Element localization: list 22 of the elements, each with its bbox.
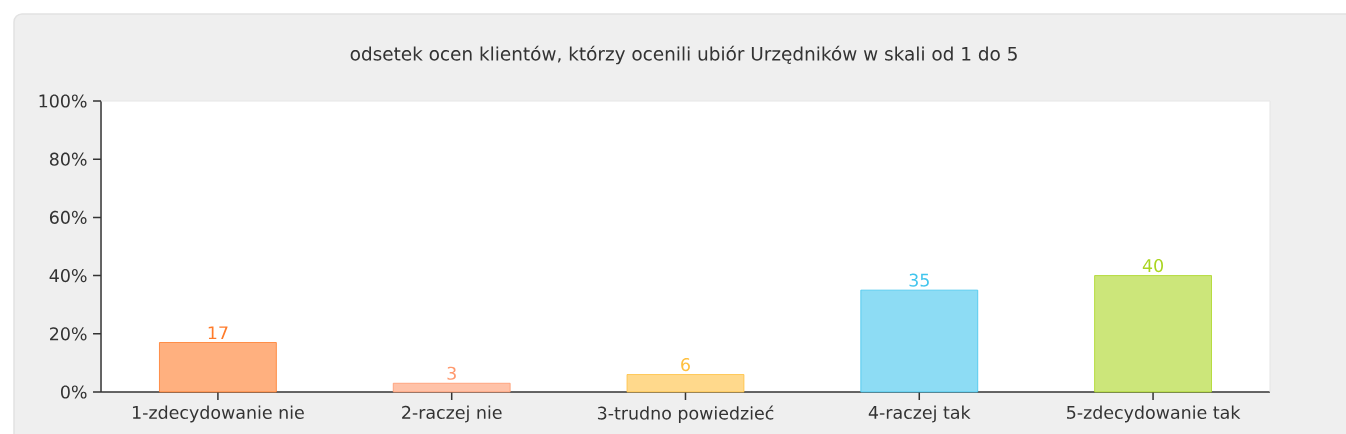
bar xyxy=(626,374,745,393)
data-label: 6 xyxy=(681,357,690,372)
x-tick-label: 5-zdecydowanie tak xyxy=(1067,405,1241,423)
bar xyxy=(1094,275,1212,393)
y-tick-label: 100% xyxy=(39,94,87,108)
data-label: 17 xyxy=(208,326,228,340)
y-tick-label: 40% xyxy=(49,269,87,283)
y-tick-label: 80% xyxy=(49,152,87,166)
bar xyxy=(392,382,511,393)
bar xyxy=(860,289,979,393)
bar xyxy=(159,342,277,393)
y-tick-label: 60% xyxy=(49,210,87,224)
x-tick-label: 1-zdecydowanie nie xyxy=(132,405,304,423)
chart-title: odsetek ocen klientów, którzy ocenili ubiór Urzędników w skali od 1 do 5 xyxy=(350,45,1017,65)
y-tick-label: 20% xyxy=(50,327,87,341)
data-label: 35 xyxy=(909,273,929,287)
x-tick-label: 2-raczej nie xyxy=(402,405,502,423)
x-tick-label: 4-raczej tak xyxy=(868,405,971,423)
x-tick-label: 3-trudno powiedzieć xyxy=(597,405,774,424)
y-tick-label: 0% xyxy=(61,385,87,399)
data-label: 3 xyxy=(447,366,456,380)
data-label: 40 xyxy=(1142,259,1163,273)
